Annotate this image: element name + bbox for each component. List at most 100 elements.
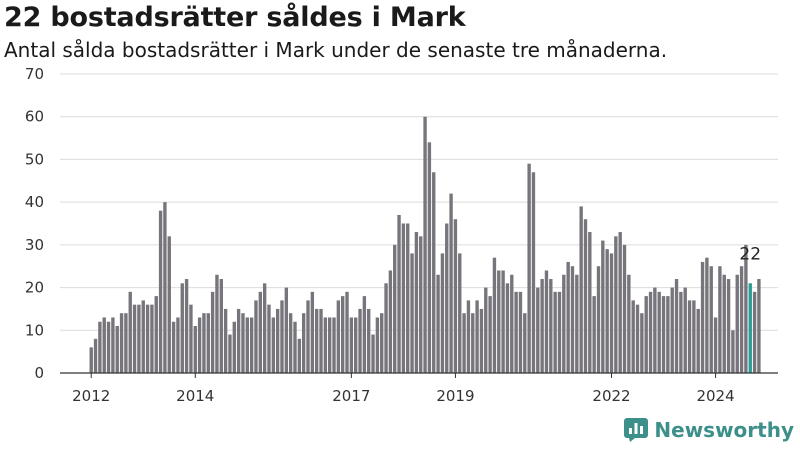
bar [401, 223, 406, 373]
x-tick-label: 2014 [176, 387, 214, 405]
bar [700, 261, 705, 373]
bar [674, 279, 679, 373]
chart-gridlines [60, 73, 778, 331]
bar [262, 283, 267, 373]
bar [458, 253, 462, 373]
page-subtitle: Antal sålda bostadsrätter i Mark under d… [4, 38, 668, 62]
bar [432, 172, 436, 373]
bar [310, 291, 315, 373]
bar [275, 308, 280, 373]
bar [145, 304, 150, 373]
bar [384, 283, 388, 373]
bar [228, 334, 232, 373]
bar [449, 193, 453, 373]
bar [406, 223, 410, 373]
bar [397, 214, 401, 373]
bar [622, 244, 627, 373]
x-tick-label: 2012 [72, 387, 110, 405]
y-tick-label: 50 [25, 150, 44, 168]
newsworthy-logo-icon [624, 418, 649, 442]
bar [367, 308, 371, 373]
bar [245, 317, 249, 373]
bar [327, 317, 332, 373]
y-tick-label: 10 [25, 321, 44, 339]
bar [722, 274, 726, 373]
bar [371, 334, 375, 373]
bar [583, 219, 588, 373]
bar [249, 317, 254, 373]
bar [644, 296, 648, 373]
bar [605, 249, 609, 373]
bar [596, 266, 601, 373]
bar [223, 308, 228, 373]
bar [696, 308, 700, 373]
bar [661, 296, 666, 373]
bar [180, 283, 184, 373]
bar [167, 236, 171, 373]
bar [341, 296, 345, 373]
bar [679, 291, 683, 373]
bar [462, 313, 466, 373]
bar [557, 291, 562, 373]
y-tick-label: 70 [25, 65, 44, 83]
bar [137, 304, 141, 373]
bar [479, 308, 484, 373]
bar [562, 274, 566, 373]
x-tick-label: 2022 [592, 387, 630, 405]
bar [171, 321, 176, 373]
bar [618, 232, 622, 373]
y-tick-label: 60 [25, 108, 44, 126]
bar [236, 308, 241, 373]
bar [271, 317, 276, 373]
bar [757, 279, 761, 373]
bar [540, 279, 544, 373]
bar [362, 296, 367, 373]
bar [388, 270, 393, 373]
bar [466, 300, 471, 373]
bar [336, 300, 341, 373]
bar [510, 274, 514, 373]
bar [176, 317, 180, 373]
bar [119, 313, 124, 373]
bar [505, 283, 510, 373]
bar [319, 308, 323, 373]
bar [128, 291, 132, 373]
bar [301, 313, 306, 373]
bar [713, 317, 718, 373]
bar [609, 253, 614, 373]
bar [288, 313, 293, 373]
bar [423, 116, 427, 374]
brand-logo: Newsworthy [624, 418, 794, 442]
bar [280, 300, 284, 373]
bar [314, 308, 319, 373]
bar [193, 326, 197, 373]
bar [514, 291, 518, 373]
y-tick-label: 40 [25, 193, 44, 211]
bar [735, 274, 739, 373]
bar [579, 206, 583, 373]
y-tick-label: 0 [34, 364, 44, 382]
bar [471, 313, 475, 373]
bar [657, 291, 661, 373]
y-axis-tick-labels: 0 10 20 30 40 50 60 70 [25, 65, 44, 382]
bar [158, 210, 163, 373]
bar [306, 300, 310, 373]
bar [414, 232, 419, 373]
bar [89, 347, 93, 373]
y-tick-label: 20 [25, 279, 44, 297]
bar [184, 279, 189, 373]
bar [726, 279, 731, 373]
bar [523, 313, 527, 373]
bar [293, 321, 297, 373]
x-axis-tick-labels: 2012 2014 2017 2019 2022 2024 [72, 387, 735, 405]
page-title: 22 bostadsrätter såldes i Mark [4, 2, 466, 33]
bar [445, 223, 449, 373]
bar [544, 270, 549, 373]
bar [614, 236, 618, 373]
x-tick-label: 2024 [696, 387, 734, 405]
bar [570, 266, 575, 373]
bar [215, 274, 219, 373]
bar [202, 313, 206, 373]
chart-bars [89, 116, 761, 374]
